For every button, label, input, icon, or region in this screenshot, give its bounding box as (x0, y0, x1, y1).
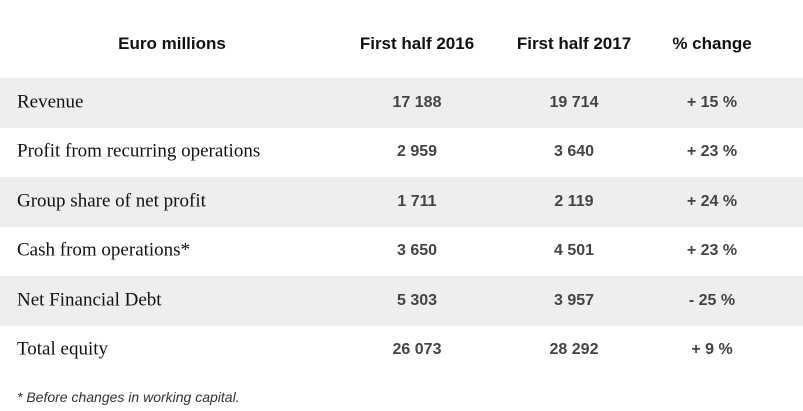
row-label: Net Financial Debt (17, 289, 162, 311)
value-2017: 28 292 (549, 341, 599, 359)
table-header-row: Euro millions First half 2016 First half… (0, 0, 803, 78)
table-row-cash-operations: Cash from operations* 3 650 4 501 + 23 % (0, 226, 803, 276)
row-label: Total equity (17, 338, 109, 360)
value-2016: 2 959 (396, 143, 438, 161)
value-2017: 3 957 (553, 291, 595, 309)
row-label: Profit from recurring operations (17, 140, 261, 162)
table-row-net-financial-debt: Net Financial Debt 5 303 3 957 - 25 % (0, 276, 803, 326)
value-2016: 5 303 (396, 291, 438, 309)
value-change: - 25 % (688, 291, 736, 309)
row-label: Group share of net profit (17, 190, 206, 212)
value-change: + 23 % (686, 242, 738, 260)
value-2016: 17 188 (392, 93, 442, 111)
value-2016: 26 073 (392, 341, 442, 359)
financial-table: Euro millions First half 2016 First half… (0, 0, 803, 375)
row-label: Cash from operations* (17, 239, 191, 261)
header-first-half-2016: First half 2016 (359, 34, 475, 53)
value-2017: 4 501 (553, 242, 595, 260)
header-first-half-2017: First half 2017 (516, 34, 632, 53)
value-change: + 9 % (691, 341, 733, 359)
header-euro-millions: Euro millions (118, 34, 226, 53)
table-row-profit-recurring: Profit from recurring operations 2 959 3… (0, 127, 803, 177)
value-change: + 15 % (686, 93, 738, 111)
table-row-net-profit: Group share of net profit 1 711 2 119 + … (0, 177, 803, 227)
value-2017: 3 640 (553, 143, 595, 161)
row-label: Revenue (17, 91, 84, 113)
value-2016: 1 711 (397, 192, 437, 210)
footnote: * Before changes in working capital. (17, 389, 240, 405)
table-row-total-equity: Total equity 26 073 28 292 + 9 % (0, 325, 803, 375)
value-2017: 2 119 (554, 192, 594, 210)
value-2016: 3 650 (396, 242, 438, 260)
value-change: + 24 % (686, 192, 738, 210)
table-row-revenue: Revenue 17 188 19 714 + 15 % (0, 78, 803, 128)
header-percent-change: % change (672, 34, 752, 53)
value-change: + 23 % (686, 143, 738, 161)
value-2017: 19 714 (549, 93, 599, 111)
